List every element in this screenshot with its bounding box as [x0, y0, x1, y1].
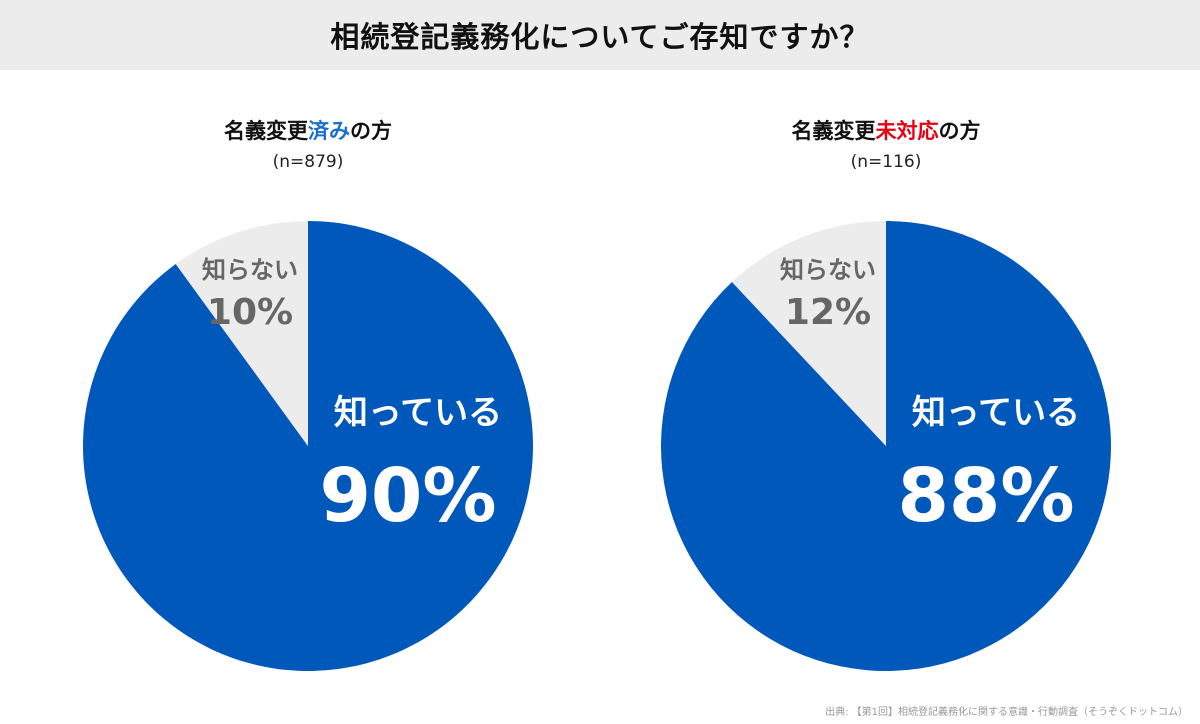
- slice-label-know: 知っている: [334, 393, 502, 433]
- chart-title: 相続登記義務化についてご存知ですか？: [330, 20, 870, 54]
- slice-label-know: 知っている: [912, 393, 1080, 433]
- left-pie-title: 名義変更済みの方: [58, 115, 558, 145]
- slice-value-dont-know: 12%: [785, 292, 871, 333]
- slice-dont-know: [731, 221, 886, 446]
- title-suffix: の方: [350, 119, 392, 143]
- title-prefix: 名義変更: [791, 119, 876, 143]
- right-pie-title: 名義変更未対応の方: [636, 115, 1136, 145]
- title-prefix: 名義変更: [224, 119, 308, 143]
- slice-label-dont-know: 知らない: [780, 256, 876, 284]
- title-suffix: の方: [938, 119, 981, 143]
- left-pie-n: (n=879): [272, 152, 344, 172]
- title-highlight: 未対応: [875, 119, 939, 143]
- source-note: 出典: 【第1回】相続登記義務化に関する意識・行動調査（そうぞくドットコム）: [825, 707, 1188, 718]
- slice-value-know: 90%: [319, 453, 496, 539]
- right-pie-n: (n=116): [850, 152, 922, 172]
- slice-know: [83, 221, 534, 671]
- slice-dont-know: [175, 221, 308, 446]
- title-highlight: 済み: [308, 119, 350, 143]
- slice-value-dont-know: 10%: [207, 292, 293, 333]
- slice-label-dont-know: 知らない: [202, 256, 298, 284]
- title-bar: 相続登記義務化についてご存知ですか？: [0, 0, 1200, 70]
- slice-value-know: 88%: [897, 453, 1074, 539]
